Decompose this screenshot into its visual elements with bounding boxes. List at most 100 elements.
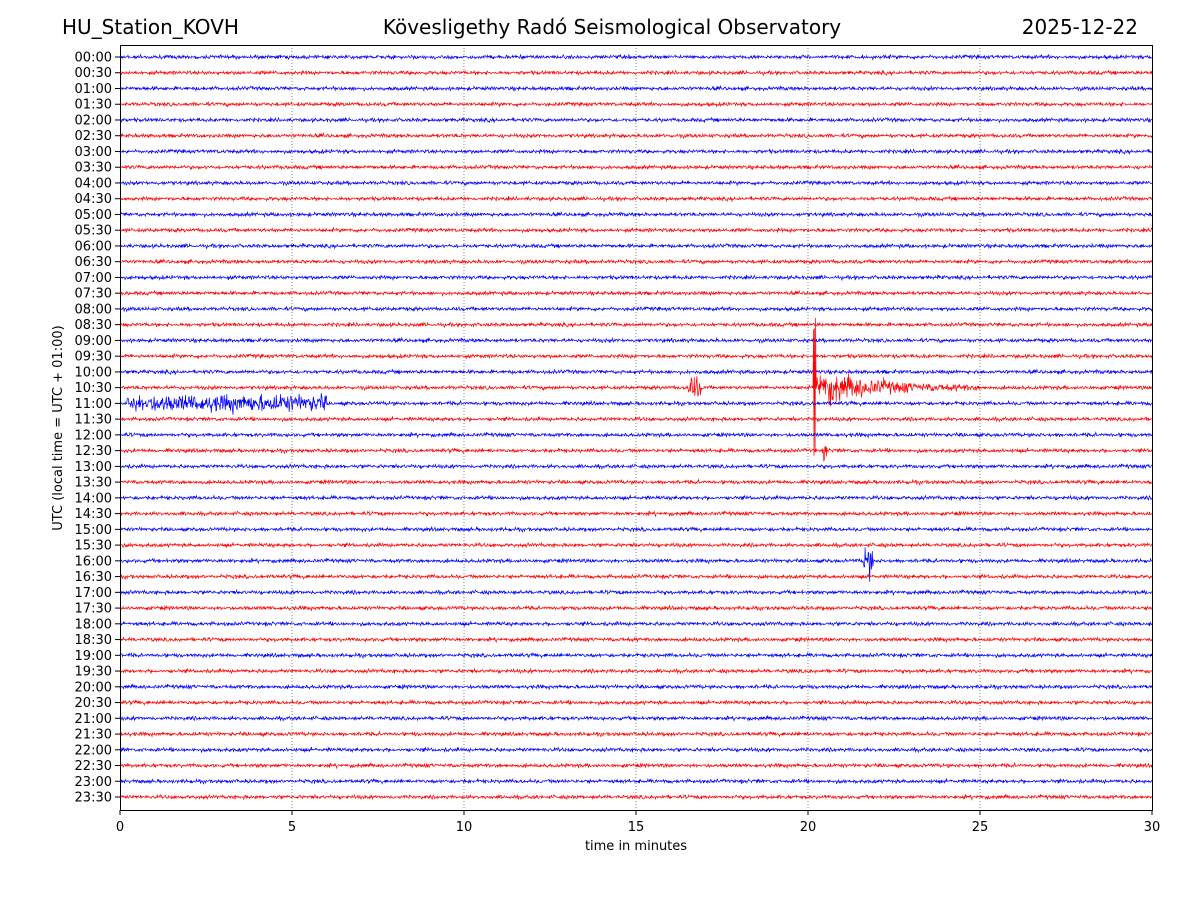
trace-0630 bbox=[119, 258, 1153, 266]
y-tick-label: 10:30 bbox=[75, 381, 112, 396]
trace-1100 bbox=[119, 393, 1153, 415]
y-tick-label: 15:30 bbox=[75, 539, 112, 554]
x-tick-label: 10 bbox=[456, 820, 473, 835]
trace-0730 bbox=[120, 289, 1153, 297]
y-tick-label: 19:00 bbox=[75, 649, 112, 664]
x-tick-label: 5 bbox=[288, 820, 296, 835]
trace-1130 bbox=[119, 415, 1153, 423]
y-tick-label: 05:30 bbox=[75, 224, 112, 239]
y-tick-label: 23:00 bbox=[75, 775, 112, 790]
trace-1530 bbox=[119, 541, 1153, 549]
trace-1030 bbox=[119, 317, 1153, 456]
trace-1230 bbox=[119, 446, 1153, 462]
x-tick-label: 25 bbox=[972, 820, 989, 835]
trace-1700 bbox=[119, 588, 1152, 597]
trace-0200 bbox=[119, 116, 1153, 124]
y-tick-label: 11:00 bbox=[75, 397, 112, 412]
trace-1830 bbox=[119, 636, 1153, 644]
y-tick-label: 04:30 bbox=[75, 192, 112, 207]
y-tick-label: 08:30 bbox=[75, 318, 112, 333]
y-tick-label: 12:00 bbox=[75, 428, 112, 443]
y-tick-label: 22:30 bbox=[75, 759, 112, 774]
y-tick-label: 06:30 bbox=[75, 255, 112, 270]
y-tick-label: 18:30 bbox=[75, 633, 112, 648]
y-tick-label: 09:30 bbox=[75, 350, 112, 365]
y-tick-label: 07:00 bbox=[75, 271, 112, 286]
y-tick-label: 01:30 bbox=[75, 98, 112, 113]
y-tick-label: 04:00 bbox=[75, 176, 112, 191]
trace-0430 bbox=[120, 195, 1153, 203]
x-tick-label: 30 bbox=[1144, 820, 1161, 835]
trace-0000 bbox=[119, 53, 1153, 61]
y-tick-label: 09:00 bbox=[75, 334, 112, 349]
trace-0100 bbox=[119, 84, 1153, 93]
traces bbox=[119, 53, 1153, 801]
y-tick-label: 05:00 bbox=[75, 208, 112, 223]
y-axis-label: UTC (local time = UTC + 01:00) bbox=[51, 325, 66, 530]
y-tick-label: 13:00 bbox=[75, 460, 112, 475]
trace-1300 bbox=[119, 462, 1153, 471]
trace-1400 bbox=[119, 494, 1153, 502]
trace-2000 bbox=[119, 683, 1153, 691]
x-axis-label: time in minutes bbox=[585, 839, 687, 854]
x-tick-label: 15 bbox=[628, 820, 645, 835]
date-label: 2025-12-22 bbox=[1021, 15, 1138, 39]
trace-1600 bbox=[120, 547, 1153, 582]
trace-1900 bbox=[119, 651, 1153, 659]
trace-1630 bbox=[119, 573, 1153, 581]
y-tick-label: 22:00 bbox=[75, 743, 112, 758]
trace-0500 bbox=[119, 210, 1153, 219]
trace-2130 bbox=[119, 730, 1153, 738]
y-axis: 00:0000:3001:0001:3002:0002:3003:0003:30… bbox=[75, 51, 120, 806]
y-tick-label: 01:00 bbox=[75, 82, 112, 97]
y-tick-label: 12:30 bbox=[75, 444, 112, 459]
y-tick-label: 14:00 bbox=[75, 491, 112, 506]
y-tick-label: 18:00 bbox=[75, 617, 112, 632]
y-tick-label: 17:00 bbox=[75, 586, 112, 601]
y-tick-label: 00:00 bbox=[75, 51, 112, 66]
y-tick-label: 21:00 bbox=[75, 712, 112, 727]
y-tick-label: 19:30 bbox=[75, 665, 112, 680]
y-tick-label: 02:00 bbox=[75, 113, 112, 128]
plot-frame bbox=[120, 45, 1153, 811]
y-tick-label: 00:30 bbox=[75, 66, 112, 81]
trace-0400 bbox=[119, 179, 1153, 187]
x-tick-label: 0 bbox=[116, 820, 124, 835]
trace-0130 bbox=[119, 100, 1153, 108]
trace-2030 bbox=[119, 698, 1153, 706]
y-tick-label: 03:00 bbox=[75, 145, 112, 160]
y-tick-label: 15:00 bbox=[75, 523, 112, 538]
y-tick-label: 10:00 bbox=[75, 365, 112, 380]
y-tick-label: 20:30 bbox=[75, 696, 112, 711]
chart-title: Kövesligethy Radó Seismological Observat… bbox=[382, 15, 842, 39]
station-name: HU_Station_KOVH bbox=[62, 15, 239, 39]
trace-2200 bbox=[119, 746, 1153, 754]
trace-0300 bbox=[119, 148, 1153, 156]
trace-0330 bbox=[119, 163, 1153, 171]
y-tick-label: 16:30 bbox=[75, 570, 112, 585]
y-tick-label: 03:30 bbox=[75, 161, 112, 176]
trace-0930 bbox=[119, 352, 1153, 360]
trace-1800 bbox=[119, 620, 1153, 628]
y-tick-label: 06:00 bbox=[75, 239, 112, 254]
x-axis: 0 5 10 15 20 25 30 bbox=[116, 810, 1160, 835]
y-tick-label: 20:00 bbox=[75, 680, 112, 695]
trace-1730 bbox=[119, 604, 1153, 612]
trace-0900 bbox=[119, 336, 1153, 344]
trace-0600 bbox=[119, 242, 1153, 250]
y-tick-label: 23:30 bbox=[75, 791, 112, 806]
y-tick-label: 21:30 bbox=[75, 728, 112, 743]
y-tick-label: 02:30 bbox=[75, 129, 112, 144]
trace-2230 bbox=[119, 761, 1153, 770]
trace-1430 bbox=[119, 510, 1153, 518]
trace-1200 bbox=[119, 431, 1153, 439]
y-tick-label: 17:30 bbox=[75, 602, 112, 617]
x-tick-label: 20 bbox=[800, 820, 817, 835]
trace-1330 bbox=[120, 478, 1153, 486]
trace-2330 bbox=[119, 793, 1153, 801]
trace-0530 bbox=[119, 226, 1153, 234]
trace-2100 bbox=[119, 714, 1153, 723]
trace-0800 bbox=[119, 305, 1153, 313]
grid bbox=[291, 45, 981, 810]
trace-1500 bbox=[119, 525, 1153, 533]
